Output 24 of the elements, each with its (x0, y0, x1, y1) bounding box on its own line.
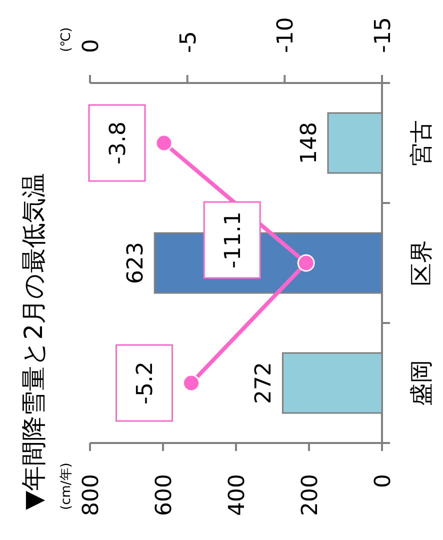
point (155, 134, 173, 152)
point (182, 374, 200, 392)
x-tick-label: 800 (79, 474, 104, 516)
x2-tick-label: -5 (176, 31, 202, 53)
text: ▼年間降雪量と2月の最低気温 (19, 172, 48, 510)
x-tick-label: 600 (152, 474, 177, 516)
y-tick-label: 区界 (409, 240, 435, 286)
point (297, 254, 315, 272)
text: (cm/年) (59, 462, 74, 510)
data-label: -11.1 (221, 212, 246, 268)
x-tick-label: 200 (298, 474, 323, 516)
x2-tick-label: 0 (79, 39, 104, 53)
data-label: -3.8 (106, 122, 131, 164)
y-tick-label: 宮古 (409, 120, 435, 166)
x2-tick-label: -15 (371, 17, 396, 53)
data-label: 272 (252, 362, 277, 404)
data-label: 623 (124, 242, 149, 284)
y-tick-label: 盛岡 (409, 360, 435, 406)
x2-axis-title: (℃) (59, 27, 74, 52)
data-label: -5.2 (133, 362, 158, 404)
x-tick-label: 400 (225, 474, 250, 516)
x2-tick-label: -10 (274, 17, 299, 53)
data-label: 148 (296, 122, 322, 164)
x-tick-label: 0 (371, 474, 396, 488)
